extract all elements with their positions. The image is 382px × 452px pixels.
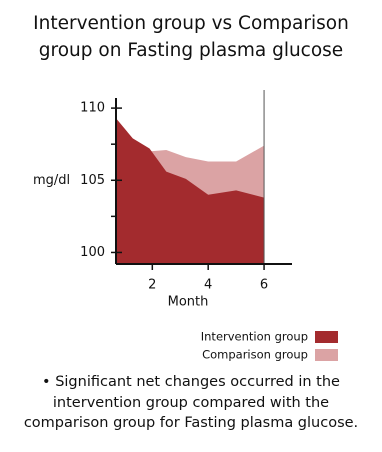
y-axis-label: mg/dl [33, 173, 70, 188]
x-tick-label: 4 [204, 278, 212, 293]
legend-label: Intervention group [201, 330, 308, 344]
x-axis-label: Month [168, 295, 209, 310]
area [116, 118, 265, 264]
chart-title: Intervention group vs Comparison group o… [33, 13, 349, 61]
y-tick-label: 100 [80, 245, 105, 260]
y-tick-label: 105 [80, 173, 105, 188]
y-tick-label: 110 [80, 101, 105, 116]
note: • Significant net changes occurred in th… [23, 374, 359, 431]
x-tick-label: 2 [148, 278, 156, 293]
legend-swatch [315, 331, 338, 343]
x-tick-label: 6 [260, 278, 268, 293]
legend-label: Comparison group [202, 348, 308, 362]
note-text: Significant net changes occurred in the … [23, 374, 359, 431]
legend-swatch [315, 349, 338, 361]
